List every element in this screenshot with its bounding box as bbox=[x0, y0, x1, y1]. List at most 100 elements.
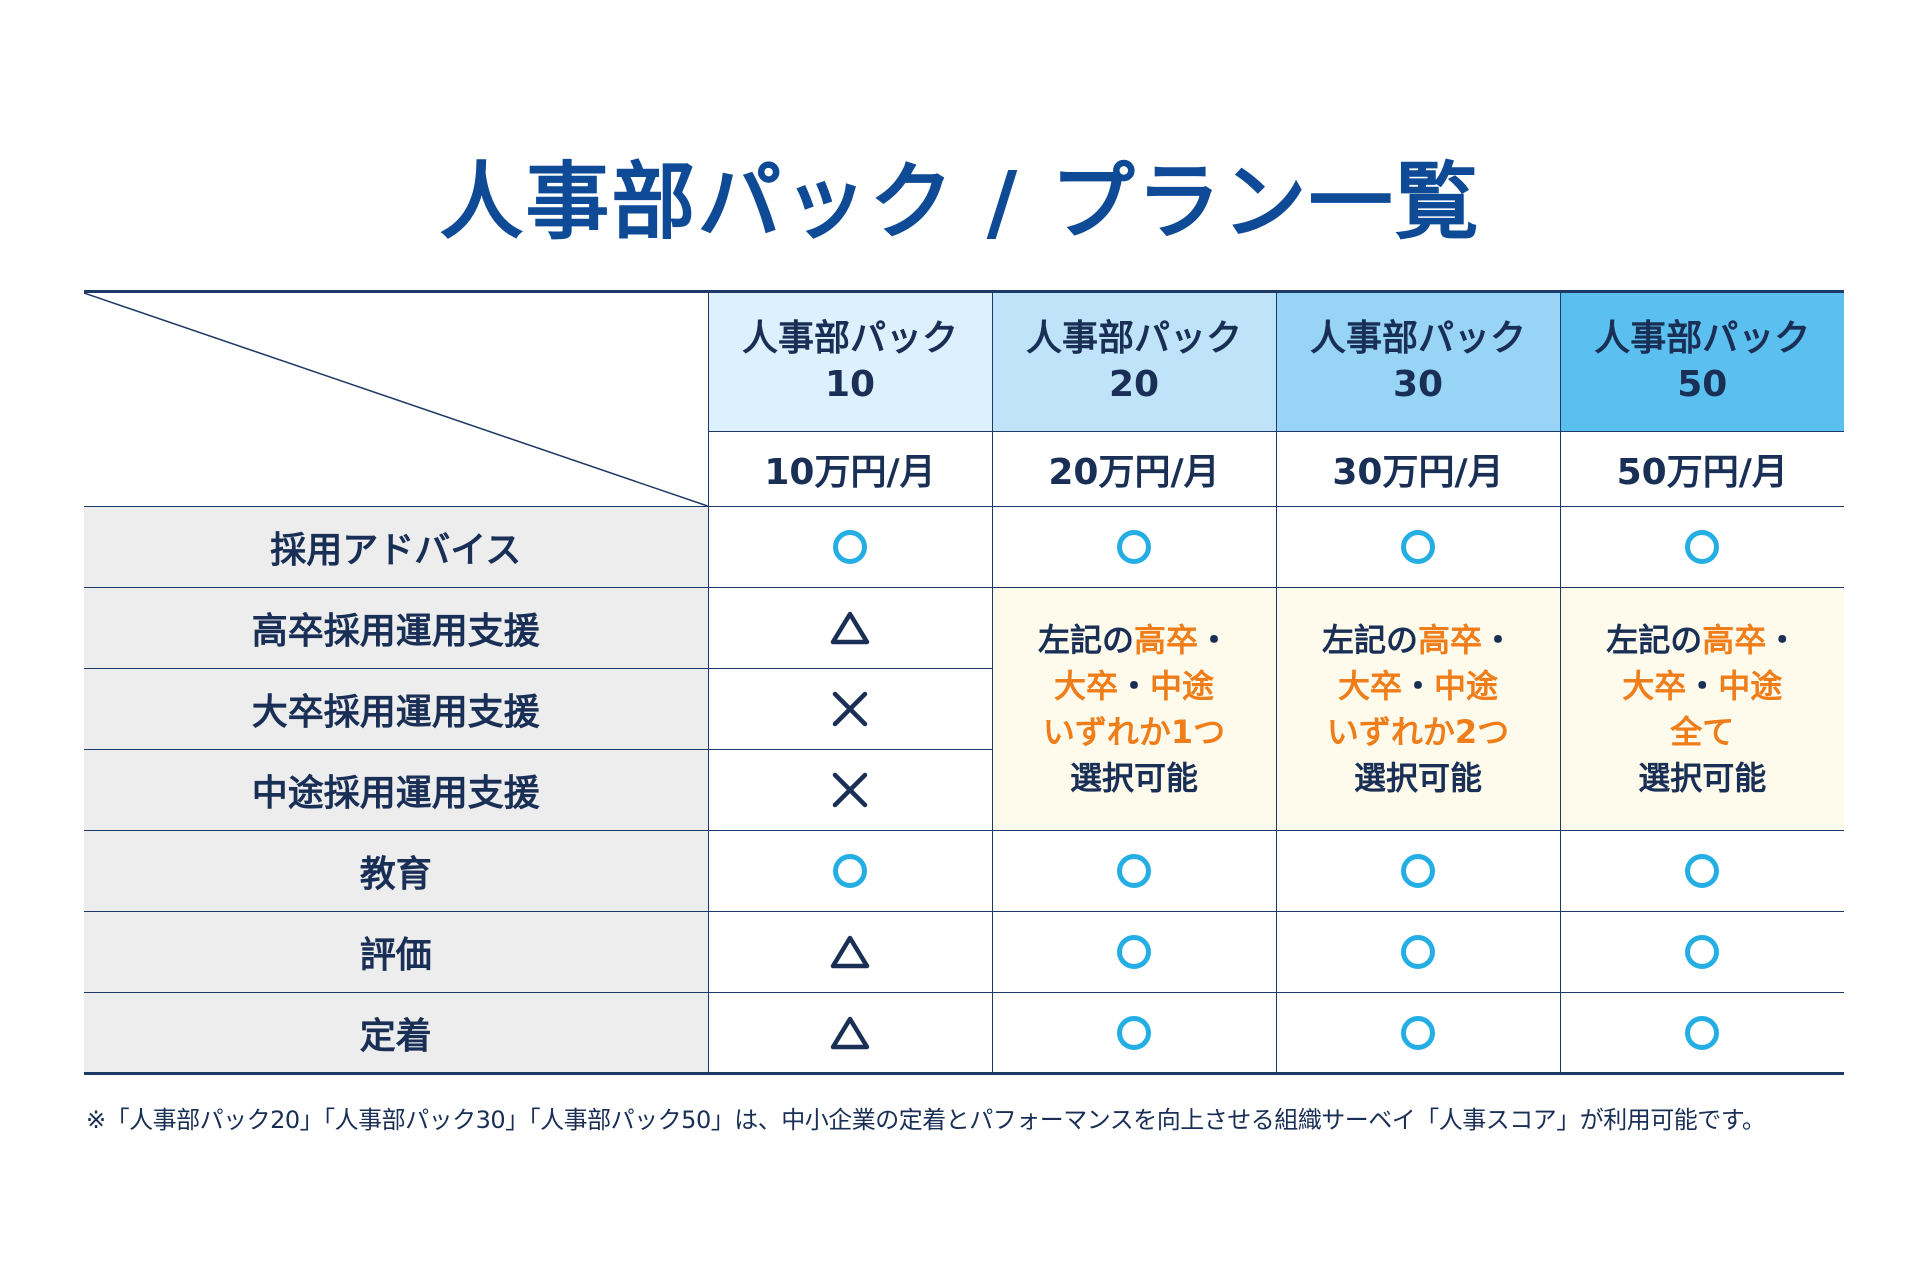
merged-text: ・ bbox=[1686, 667, 1719, 705]
merged-text: 選択可能 bbox=[1069, 759, 1198, 797]
merged-cell-50: 左記の高卒・ 大卒・中途 全て 選択可能 bbox=[1559, 587, 1844, 831]
plan-number: 20 bbox=[1108, 364, 1160, 405]
mark-cell bbox=[1275, 506, 1561, 588]
circle-icon bbox=[1401, 530, 1435, 564]
row-label: 中途採用運用支援 bbox=[84, 749, 709, 831]
mark-cell bbox=[991, 911, 1277, 993]
mark-cell bbox=[1559, 992, 1844, 1075]
mark-cell bbox=[1559, 830, 1844, 912]
mark-cell bbox=[707, 992, 993, 1075]
mark-cell bbox=[707, 911, 993, 993]
plan-number: 30 bbox=[1392, 364, 1444, 405]
circle-icon bbox=[1685, 854, 1720, 888]
circle-icon bbox=[833, 854, 867, 888]
merged-highlight: いずれか2つ bbox=[1326, 713, 1510, 751]
mark-cell bbox=[1275, 830, 1561, 912]
circle-icon bbox=[1117, 530, 1151, 564]
row-label: 評価 bbox=[84, 911, 709, 993]
merged-highlight: 中途 bbox=[1718, 667, 1783, 705]
merged-text: 左記の bbox=[1606, 621, 1703, 659]
circle-icon bbox=[1401, 935, 1435, 969]
mark-cell bbox=[1559, 506, 1844, 588]
table-row: 中途採用運用支援 bbox=[84, 749, 1844, 831]
plan-name: 人事部パック bbox=[1594, 318, 1811, 359]
plan-header-50: 人事部パック 50 bbox=[1559, 290, 1844, 432]
cross-icon bbox=[832, 691, 868, 727]
row-label: 高卒採用運用支援 bbox=[84, 587, 709, 669]
circle-icon bbox=[1685, 1015, 1720, 1050]
merged-highlight: 中途 bbox=[1434, 667, 1499, 705]
merged-cell-30: 左記の高卒・ 大卒・中途 いずれか2つ 選択可能 bbox=[1275, 587, 1561, 831]
merged-highlight: 大卒 bbox=[1337, 667, 1402, 705]
merged-highlight: 高卒 bbox=[1417, 621, 1482, 659]
merged-text: ・ bbox=[1766, 621, 1799, 659]
plan-name: 人事部パック bbox=[741, 318, 958, 359]
mark-cell bbox=[991, 506, 1277, 588]
mark-cell bbox=[991, 830, 1277, 912]
plan-header-20: 人事部パック 20 bbox=[991, 290, 1277, 432]
plan-header-30: 人事部パック 30 bbox=[1275, 290, 1561, 432]
merged-text: 選択可能 bbox=[1638, 759, 1767, 797]
mark-cell bbox=[707, 749, 993, 831]
merged-text: ・ bbox=[1482, 621, 1515, 659]
merged-highlight: 大卒 bbox=[1622, 667, 1687, 705]
merged-text: ・ bbox=[1117, 667, 1150, 705]
plan-header-10: 人事部パック 10 bbox=[707, 290, 993, 432]
mark-cell bbox=[707, 830, 993, 912]
mark-cell bbox=[1275, 992, 1561, 1075]
plan-header-row: 人事部パック 10 人事部パック 20 人事部パック 30 人事部パック 50 bbox=[84, 290, 1844, 507]
circle-icon bbox=[1117, 935, 1151, 969]
plan-name: 人事部パック bbox=[1309, 318, 1526, 359]
triangle-icon bbox=[830, 611, 870, 645]
table-row: 高卒採用運用支援 左記の高卒・ 大卒・中途 いずれか1つ 選択可能 左記の高卒・… bbox=[84, 587, 1844, 831]
plan-number: 10 bbox=[824, 364, 876, 405]
mark-cell bbox=[707, 506, 993, 588]
plan-comparison-table: 人事部パック 10 人事部パック 20 人事部パック 30 人事部パック 50 … bbox=[84, 290, 1844, 1075]
mark-cell bbox=[707, 587, 993, 669]
page-title: 人事部パック / プラン一覧 bbox=[439, 153, 1481, 251]
circle-icon bbox=[1117, 854, 1151, 888]
table-row: 教育 bbox=[84, 830, 1844, 912]
merged-highlight: 中途 bbox=[1150, 667, 1215, 705]
circle-icon bbox=[1117, 1015, 1151, 1050]
merged-highlight: 高卒 bbox=[1702, 621, 1767, 659]
plan-name: 人事部パック bbox=[1025, 318, 1242, 359]
table-row: 定着 bbox=[84, 992, 1844, 1075]
price-cell-20: 20万円/月 bbox=[991, 431, 1277, 507]
merged-text: 左記の bbox=[1321, 621, 1418, 659]
merged-highlight: 大卒 bbox=[1053, 667, 1118, 705]
price-cell-30: 30万円/月 bbox=[1275, 431, 1561, 507]
mark-cell bbox=[1559, 911, 1844, 993]
diagonal-line bbox=[84, 293, 708, 506]
mark-cell bbox=[707, 668, 993, 750]
price-cell-50: 50万円/月 bbox=[1559, 431, 1844, 507]
merged-text: ・ bbox=[1401, 667, 1434, 705]
row-label: 教育 bbox=[84, 830, 709, 912]
row-label: 採用アドバイス bbox=[84, 506, 709, 588]
circle-icon bbox=[1401, 1015, 1435, 1050]
row-label: 大卒採用運用支援 bbox=[84, 668, 709, 750]
circle-icon bbox=[833, 530, 867, 564]
mark-cell bbox=[991, 992, 1277, 1075]
table-row: 評価 bbox=[84, 911, 1844, 993]
row-label: 定着 bbox=[84, 992, 709, 1075]
merged-text: 選択可能 bbox=[1353, 759, 1482, 797]
circle-icon bbox=[1685, 935, 1720, 969]
merged-cell-20: 左記の高卒・ 大卒・中途 いずれか1つ 選択可能 bbox=[991, 587, 1277, 831]
footnote: ※「人事部パック20」「人事部パック30」「人事部パック50」は、中小企業の定着… bbox=[86, 1106, 1766, 1134]
merged-highlight: いずれか1つ bbox=[1042, 713, 1226, 751]
merged-highlight: 高卒 bbox=[1133, 621, 1198, 659]
table-row: 採用アドバイス bbox=[84, 506, 1844, 588]
triangle-icon bbox=[830, 1016, 870, 1049]
cross-icon bbox=[832, 772, 868, 808]
merged-text: 左記の bbox=[1037, 621, 1134, 659]
circle-icon bbox=[1401, 854, 1435, 888]
merged-highlight: 全て bbox=[1670, 713, 1735, 751]
circle-icon bbox=[1685, 530, 1720, 564]
merged-text: ・ bbox=[1198, 621, 1231, 659]
table-corner-cell bbox=[84, 290, 709, 507]
triangle-icon bbox=[830, 935, 870, 969]
mark-cell bbox=[1275, 911, 1561, 993]
price-cell-10: 10万円/月 bbox=[707, 431, 993, 507]
price-row: 10万円/月 20万円/月 30万円/月 50万円/月 bbox=[84, 431, 1844, 507]
